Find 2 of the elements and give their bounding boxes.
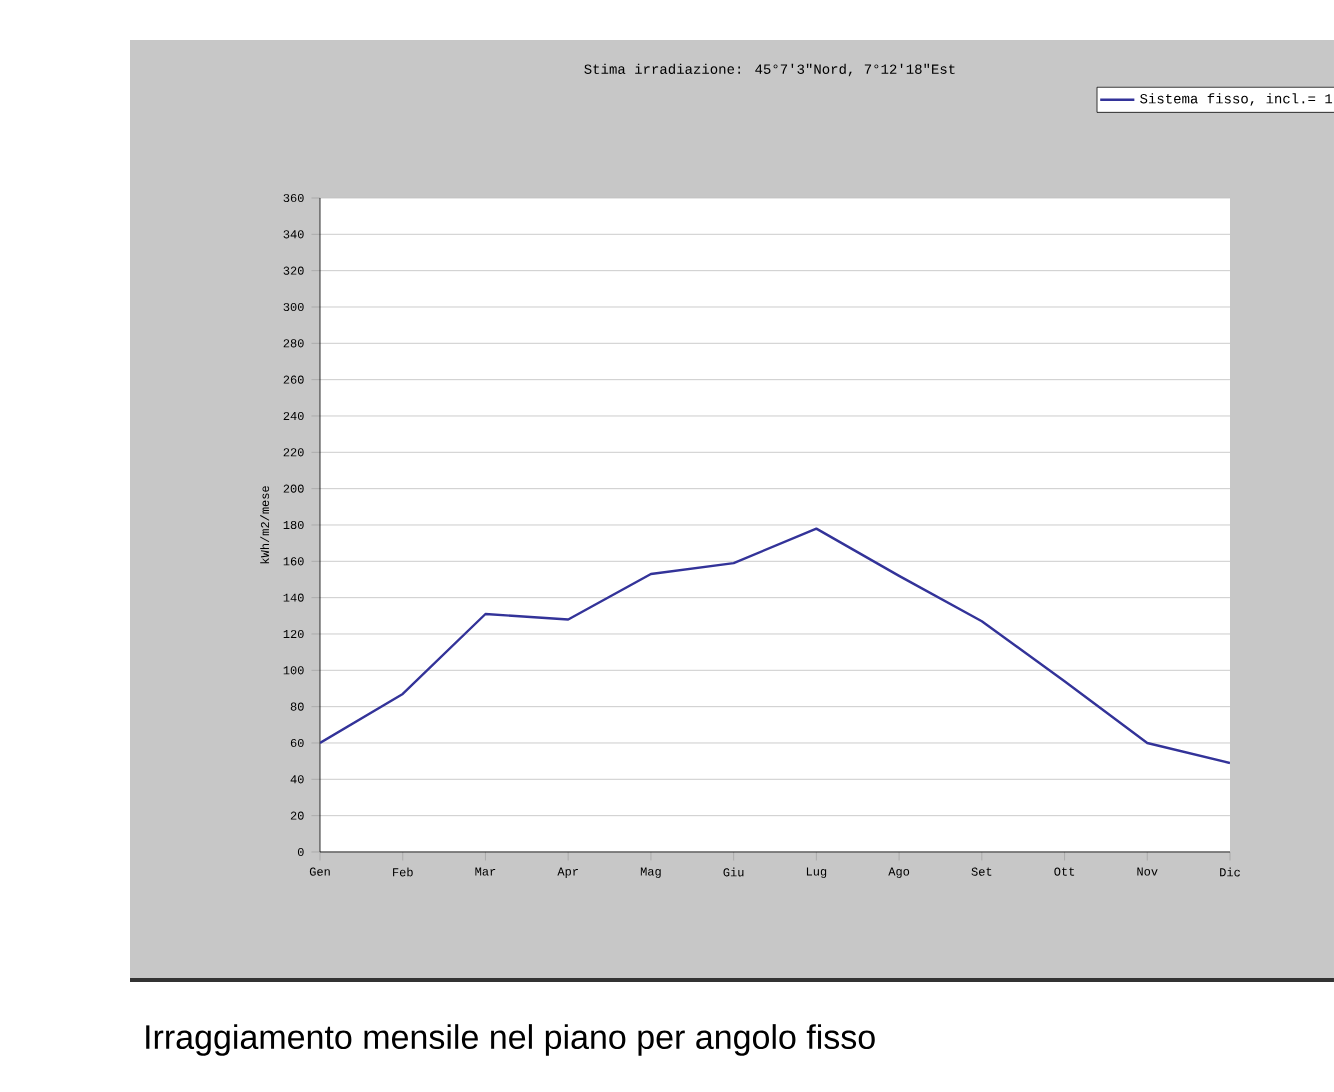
text: Irraggiamento mensile nel piano per angolo fisso xyxy=(146,1024,875,1056)
line-series xyxy=(320,527,1230,765)
